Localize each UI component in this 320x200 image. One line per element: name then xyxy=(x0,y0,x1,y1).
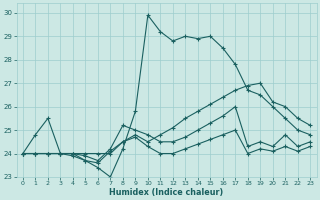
X-axis label: Humidex (Indice chaleur): Humidex (Indice chaleur) xyxy=(109,188,224,197)
